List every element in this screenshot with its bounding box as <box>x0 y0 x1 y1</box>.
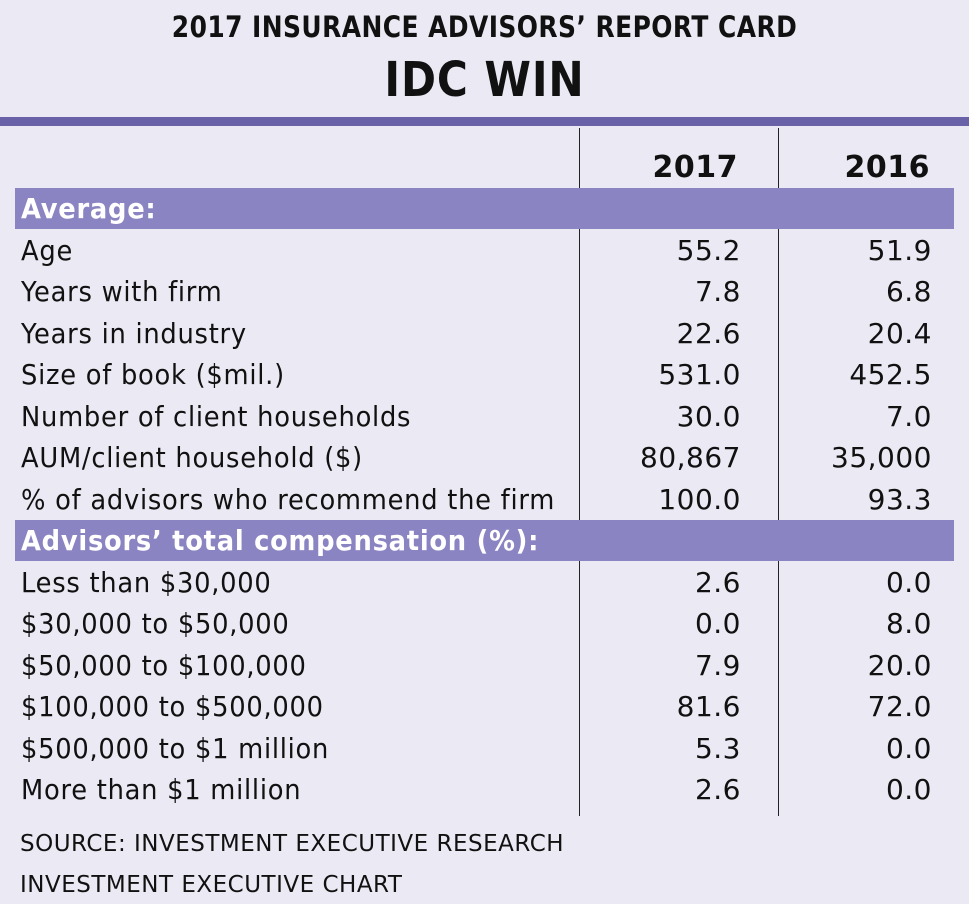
table-row: Years with firm 7.8 6.8 <box>15 271 954 312</box>
table-row: Years in industry 22.6 20.4 <box>15 313 954 354</box>
value-2016: 8.0 <box>885 607 932 640</box>
value-2016: 72.0 <box>867 690 932 723</box>
table-row: Number of client households 30.0 7.0 <box>15 396 954 437</box>
row-label: Age <box>21 233 74 267</box>
value-2016: 452.5 <box>849 358 932 391</box>
section-label: Average: <box>21 192 157 225</box>
section-header: Average: <box>15 188 954 229</box>
table-row: $100,000 to $500,000 81.6 72.0 <box>15 686 954 727</box>
value-2017: 531.0 <box>658 358 741 391</box>
section-header: Advisors’ total compensation (%): <box>15 520 954 561</box>
value-2017: 2.6 <box>694 565 741 599</box>
row-label: Years with firm <box>21 275 223 308</box>
value-2017: 55.2 <box>676 233 741 267</box>
table-row: AUM/client household ($) 80,867 35,000 <box>15 437 954 478</box>
row-label: $100,000 to $500,000 <box>21 690 324 723</box>
title-rule <box>0 117 969 126</box>
table-row: % of advisors who recommend the firm 100.… <box>15 479 954 520</box>
row-label: Size of book ($mil.) <box>21 358 285 391</box>
row-label: % of advisors who recommend the firm <box>21 482 556 516</box>
value-2016: 93.3 <box>867 482 932 516</box>
value-2017: 100.0 <box>658 482 741 516</box>
column-divider-1 <box>579 128 580 816</box>
value-2016: 0.0 <box>885 565 932 599</box>
source-note: SOURCE: INVESTMENT EXECUTIVE RESEARCH <box>20 831 565 857</box>
table-row: Less than $30,000 2.6 0.0 <box>15 562 954 603</box>
row-label: Years in industry <box>21 316 247 350</box>
value-2017: 7.9 <box>694 648 741 682</box>
table-row: Size of book ($mil.) 531.0 452.5 <box>15 354 954 395</box>
value-2016: 7.0 <box>885 399 932 433</box>
value-2016: 6.8 <box>885 275 932 308</box>
table-row: $50,000 to $100,000 7.9 20.0 <box>15 645 954 686</box>
value-2017: 30.0 <box>676 399 741 433</box>
table-row: $30,000 to $50,000 0.0 8.0 <box>15 603 954 644</box>
row-label: AUM/client household ($) <box>21 441 363 474</box>
value-2017: 5.3 <box>694 731 741 765</box>
value-2017: 22.6 <box>676 316 741 350</box>
value-2017: 81.6 <box>676 690 741 723</box>
value-2016: 35,000 <box>831 441 932 474</box>
row-label: $500,000 to $1 million <box>21 731 330 765</box>
value-2016: 20.4 <box>867 316 932 350</box>
chart-credit: INVESTMENT EXECUTIVE CHART <box>20 872 403 898</box>
column-header-2016: 2016 <box>844 150 930 185</box>
row-label: More than $1 million <box>21 773 302 806</box>
chart-title: IDC WIN <box>384 52 585 108</box>
chart-supertitle: 2017 INSURANCE ADVISORS’ REPORT CARD <box>171 10 798 44</box>
value-2016: 51.9 <box>867 233 932 267</box>
row-label: Number of client households <box>21 399 412 433</box>
value-2016: 0.0 <box>885 731 932 765</box>
column-divider-2 <box>778 128 779 816</box>
value-2017: 80,867 <box>640 441 741 474</box>
header: 2017 INSURANCE ADVISORS’ REPORT CARD IDC… <box>0 0 969 118</box>
value-2017: 0.0 <box>694 607 741 640</box>
value-2017: 2.6 <box>694 773 741 806</box>
column-header-2017: 2017 <box>652 150 738 185</box>
section-label: Advisors’ total compensation (%): <box>21 524 540 557</box>
value-2016: 0.0 <box>885 773 932 806</box>
table-row: $500,000 to $1 million 5.3 0.0 <box>15 728 954 769</box>
value-2017: 7.8 <box>694 275 741 308</box>
row-label: Less than $30,000 <box>21 565 272 599</box>
value-2016: 20.0 <box>867 648 932 682</box>
row-label: $50,000 to $100,000 <box>21 648 307 682</box>
table-row: More than $1 million 2.6 0.0 <box>15 769 954 810</box>
table-row: Age 55.2 51.9 <box>15 230 954 271</box>
row-label: $30,000 to $50,000 <box>21 607 290 640</box>
